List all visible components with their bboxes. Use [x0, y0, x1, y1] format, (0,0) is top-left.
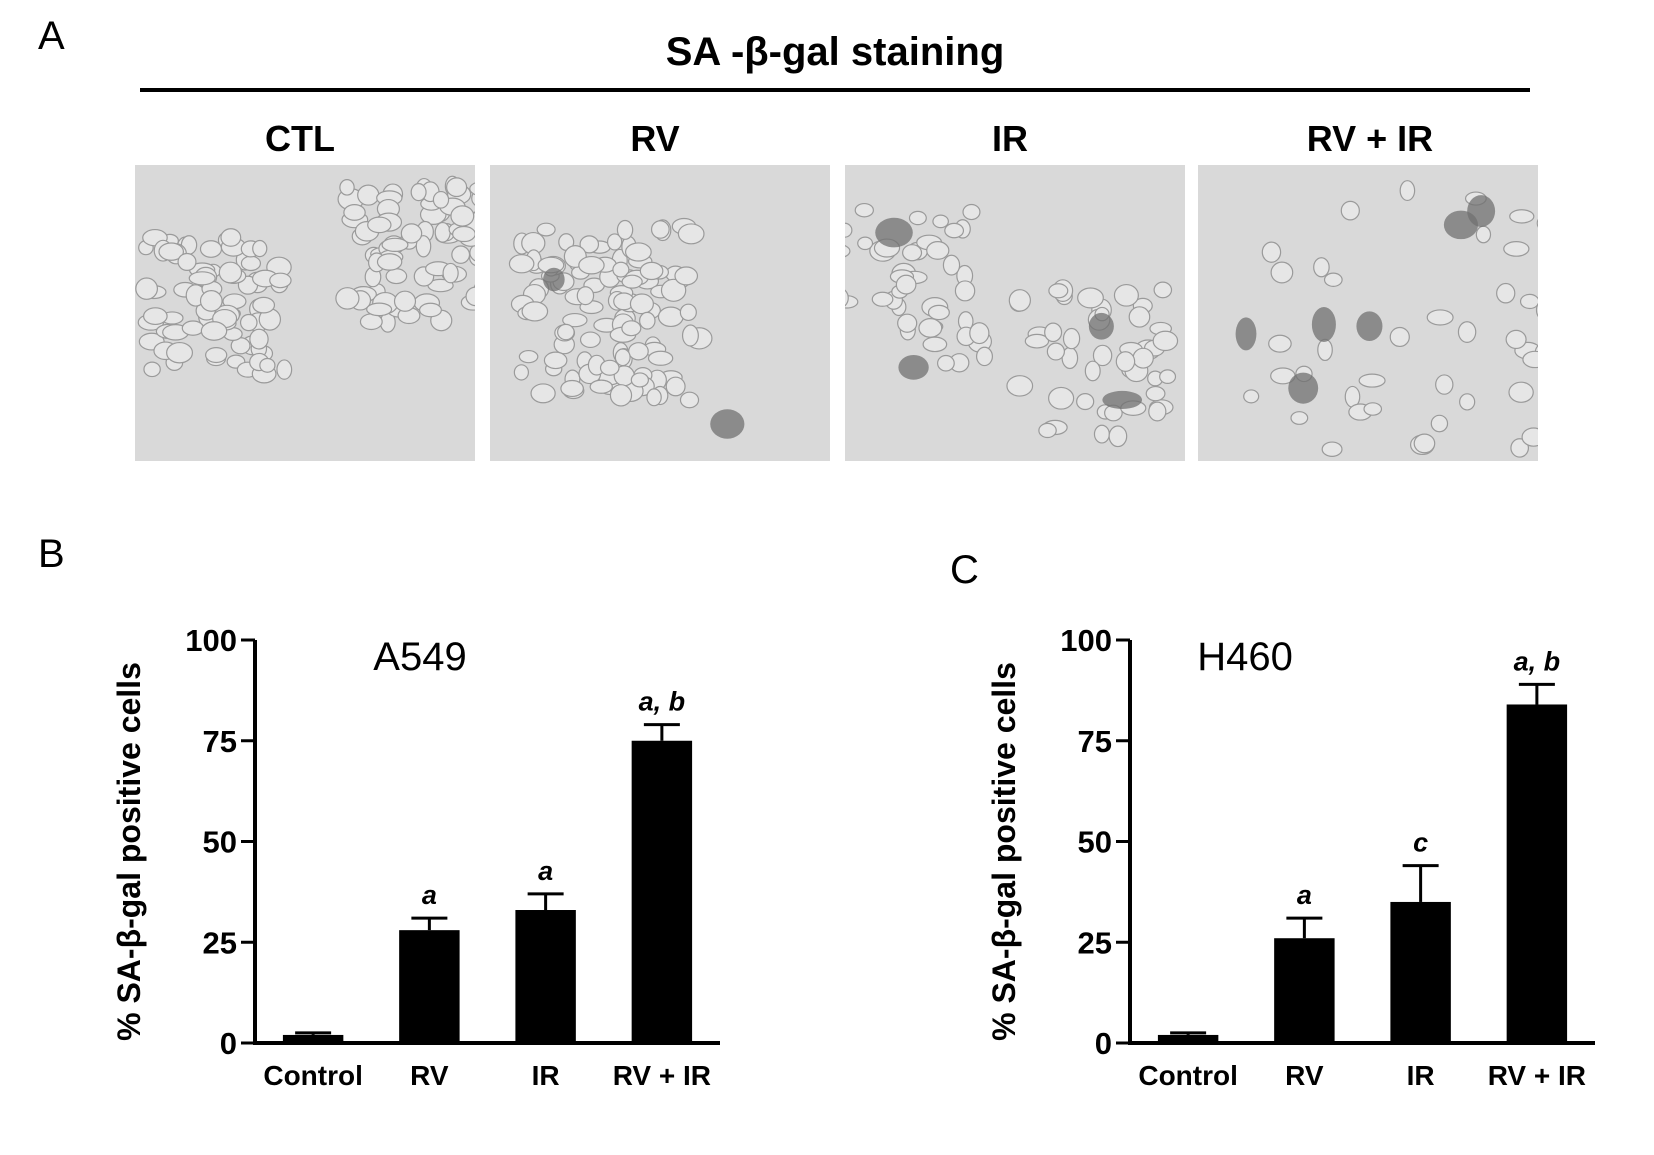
y-tick-label: 25	[203, 925, 237, 960]
y-tick-label: 50	[203, 825, 237, 860]
y-tick-label: 75	[1078, 724, 1112, 759]
x-tick-label: RV	[1285, 1060, 1324, 1091]
y-tick-label: 100	[185, 623, 237, 658]
micrograph-rv-ir	[1198, 165, 1538, 461]
bar	[1506, 704, 1568, 1043]
column-label-ir: IR	[992, 118, 1028, 159]
micrograph-ctl	[135, 165, 475, 461]
chart-title: A549	[373, 635, 466, 679]
x-tick-label: RV	[410, 1060, 449, 1091]
y-tick-label: 75	[203, 724, 237, 759]
micrograph-rv	[490, 165, 830, 461]
bar	[515, 910, 576, 1043]
panel-a-letter: A	[38, 14, 65, 58]
significance-label: a	[1297, 880, 1312, 910]
column-label-rv-ir: RV + IR	[1306, 118, 1434, 159]
x-tick-label: IR	[1407, 1060, 1435, 1091]
x-tick-label: RV + IR	[1488, 1060, 1586, 1091]
significance-label: c	[1413, 828, 1428, 858]
micrograph-ir	[845, 165, 1185, 461]
significance-label: a	[422, 880, 437, 910]
bar	[631, 740, 693, 1043]
chart-h460: % SA-β-gal positive cells H460 0 25 50 75 100 C…	[986, 623, 1595, 1091]
y-tick-label: 100	[1060, 623, 1112, 658]
bar	[399, 930, 460, 1043]
panel-b-letter: B	[38, 532, 65, 576]
bar	[1390, 901, 1451, 1043]
significance-label: a	[538, 856, 553, 886]
bar	[282, 1034, 344, 1043]
chart-a549: % SA-β-gal positive cells A549 0 25 50 75 100 C…	[111, 623, 720, 1091]
y-tick-label: 0	[220, 1026, 237, 1061]
y-tick-label: 25	[1078, 925, 1112, 960]
panel-c-letter: C	[950, 548, 979, 592]
x-tick-label: IR	[532, 1060, 560, 1091]
significance-label: a, b	[1514, 646, 1561, 676]
significance-label: a, b	[639, 687, 686, 717]
x-tick-label: Control	[1138, 1060, 1238, 1091]
y-tick-label: 0	[1095, 1026, 1112, 1061]
y-axis-label: % SA-β-gal positive cells	[111, 662, 147, 1041]
x-tick-label: Control	[263, 1060, 363, 1091]
staining-divider	[140, 88, 1530, 92]
bar	[1157, 1034, 1219, 1043]
y-axis-label: % SA-β-gal positive cells	[986, 662, 1022, 1041]
x-tick-label: RV + IR	[613, 1060, 711, 1091]
y-tick-label: 50	[1078, 825, 1112, 860]
staining-title: SA -β-gal staining	[665, 30, 1005, 74]
bar	[1274, 938, 1335, 1043]
chart-title: H460	[1197, 635, 1293, 679]
column-label-rv: RV	[630, 118, 680, 159]
column-label-ctl: CTL	[265, 118, 335, 159]
